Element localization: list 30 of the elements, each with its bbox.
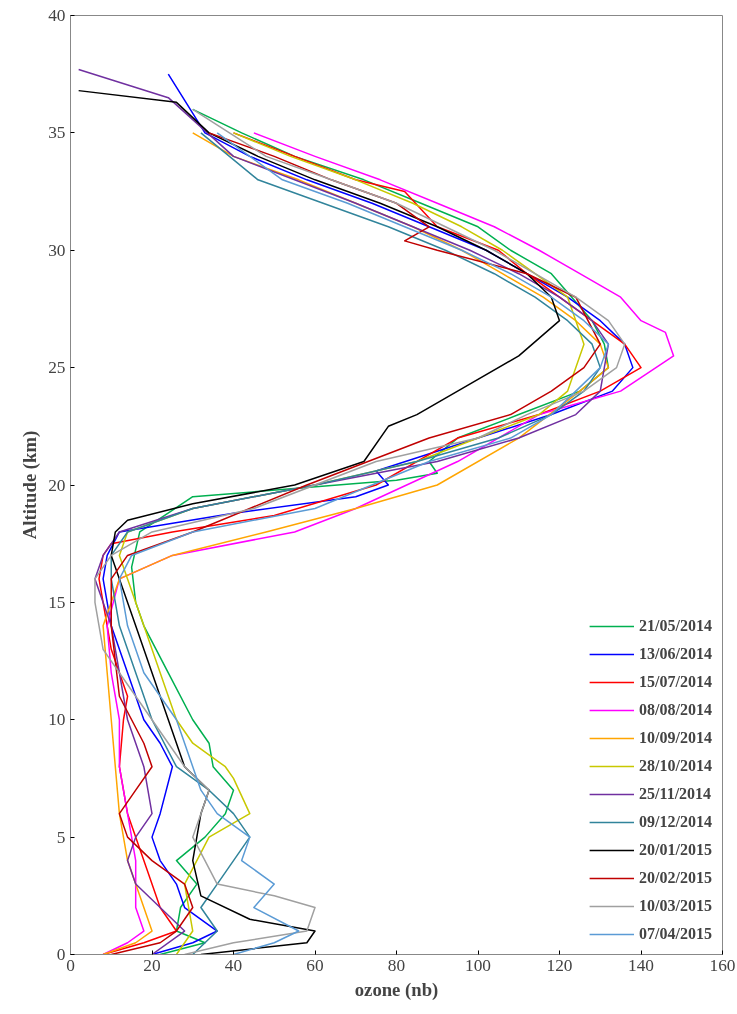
legend-label: 15/07/2014 <box>639 673 712 691</box>
legend-label: 21/05/2014 <box>639 617 712 635</box>
legend-label: 09/12/2014 <box>639 813 712 831</box>
x-axis-title: ozone (nb) <box>354 978 439 1001</box>
x-tick-label: 140 <box>628 955 654 975</box>
y-tick-label: 40 <box>48 6 66 25</box>
x-tick-label: 40 <box>224 955 243 975</box>
x-tick-label: 80 <box>387 955 406 975</box>
legend-label: 20/01/2015 <box>639 841 712 859</box>
y-axis-title: Altitude (km) <box>19 430 42 540</box>
y-tick-label: 5 <box>56 827 66 847</box>
y-tick-label: 10 <box>48 710 66 730</box>
x-tick-label: 20 <box>143 955 161 975</box>
legend-label: 20/02/2015 <box>639 869 712 887</box>
y-tick-label: 25 <box>48 358 66 378</box>
legend-label: 13/06/2014 <box>639 645 712 663</box>
legend-label: 28/10/2014 <box>639 757 712 775</box>
x-tick-label: 160 <box>709 955 736 975</box>
x-tick-label: 120 <box>546 955 573 975</box>
x-tick-label: 100 <box>465 955 491 975</box>
legend-label: 07/04/2015 <box>639 925 712 943</box>
legend-label: 08/08/2014 <box>639 701 712 719</box>
y-tick-label: 20 <box>48 475 66 495</box>
y-tick-label: 30 <box>48 240 66 260</box>
legend-label: 25/11/2014 <box>639 785 712 803</box>
y-tick-label: 35 <box>48 123 66 143</box>
legend-label: 10/03/2015 <box>639 897 712 915</box>
x-tick-label: 60 <box>306 955 324 975</box>
y-tick-label: 15 <box>48 592 66 612</box>
legend-label: 10/09/2014 <box>639 729 712 747</box>
